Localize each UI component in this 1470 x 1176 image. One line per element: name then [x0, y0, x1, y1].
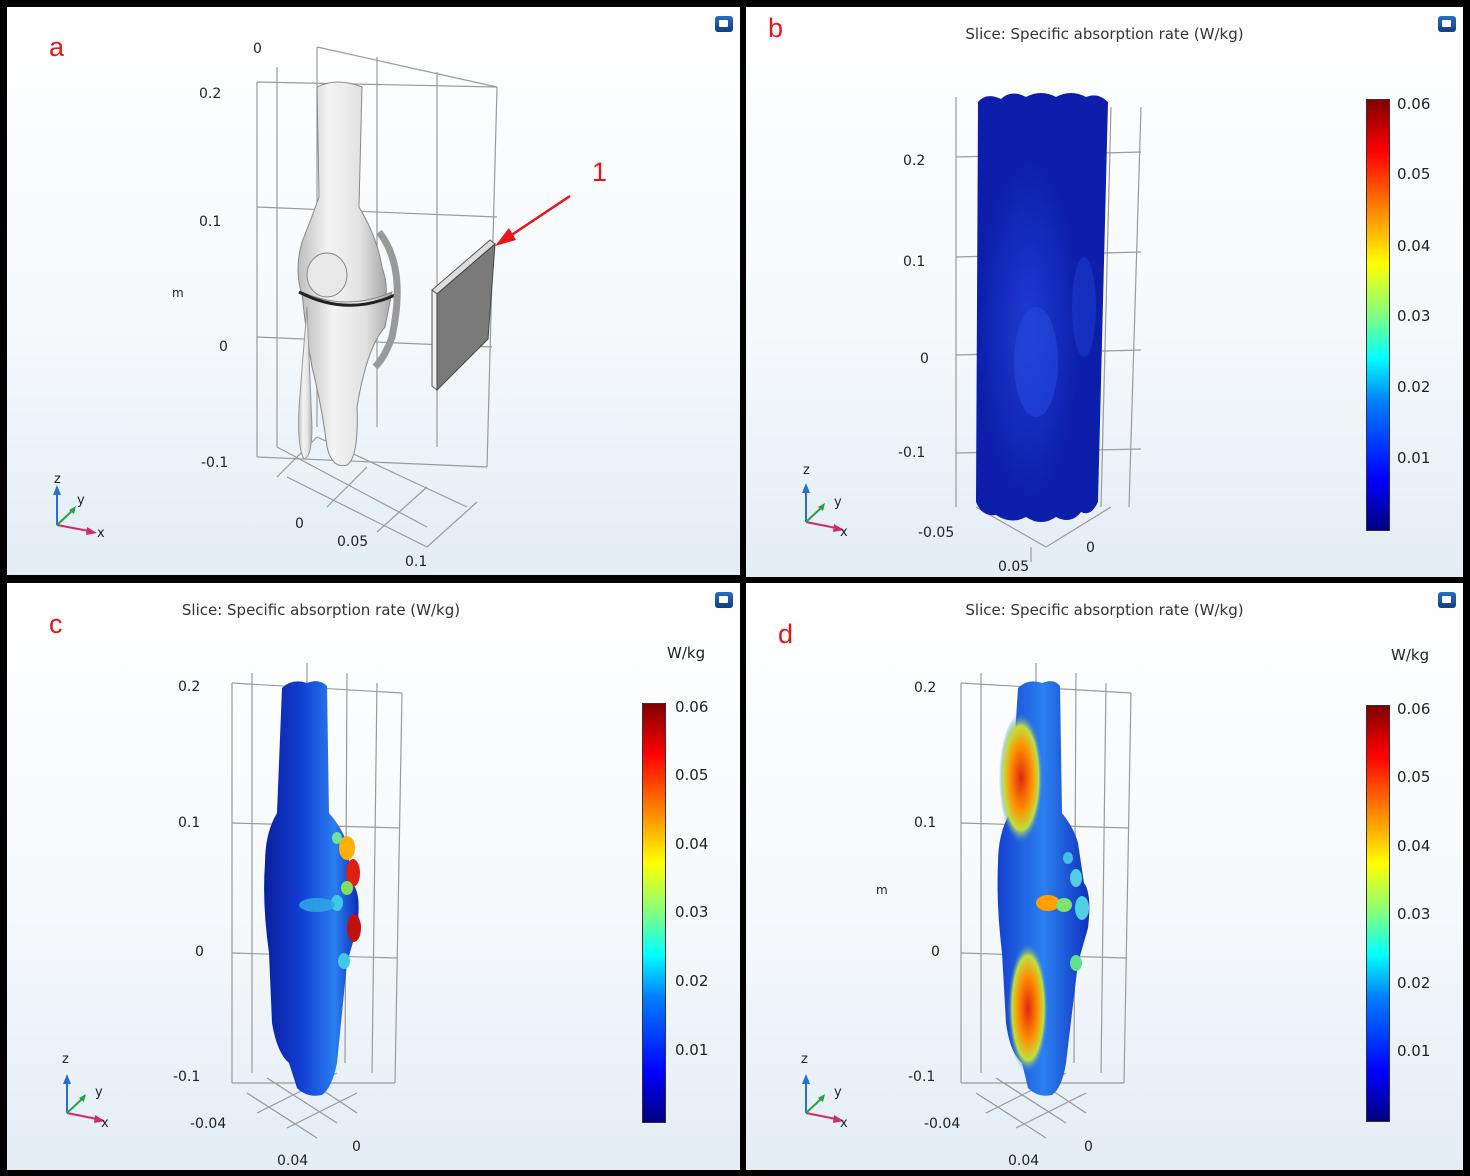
colorbar-tick: 0.05	[1397, 768, 1431, 786]
panel-c-graphic	[63, 663, 403, 1139]
z-tick: -0.1	[201, 455, 229, 471]
y-tick: 0	[1084, 1139, 1093, 1155]
axis-y-label: y	[834, 495, 842, 510]
plot-title: Slice: Specific absorption rate (W/kg)	[965, 601, 1244, 619]
y-tick: 0.1	[405, 554, 428, 570]
top-tick: 0	[253, 41, 262, 57]
y-tick: 0	[295, 516, 304, 532]
z-tick: 0.1	[903, 254, 926, 270]
axis-z-label: z	[803, 463, 810, 478]
axis-triad	[63, 1074, 105, 1123]
colorbar-tick: 0.01	[1397, 1042, 1431, 1060]
z-tick: 0.2	[178, 679, 201, 695]
axis-unit: m	[172, 286, 184, 300]
panel-label: d	[778, 619, 794, 649]
callout-number: 1	[592, 157, 608, 187]
knee-bone-model	[297, 81, 401, 467]
sar-bone-field	[264, 681, 361, 1096]
sar-bone-field	[997, 681, 1090, 1096]
colorbar	[1366, 99, 1390, 531]
y-tick: 0	[1086, 540, 1095, 556]
panel-d-graphic	[802, 663, 1132, 1139]
colorbar-tick: 0.06	[1397, 95, 1431, 113]
view-icon[interactable]	[715, 592, 733, 608]
colorbar-unit: W/kg	[1391, 646, 1430, 664]
axis-x-label: x	[101, 1116, 109, 1131]
y-tick: 0	[352, 1139, 361, 1155]
z-tick: 0.1	[199, 214, 222, 230]
colorbar-tick: 0.02	[1397, 378, 1431, 396]
x-tick: 0.05	[998, 559, 1030, 575]
colorbar	[1366, 705, 1390, 1122]
colorbar-tick: 0.04	[1397, 237, 1431, 255]
x-tick: -0.04	[190, 1116, 227, 1132]
colorbar-tick: 0.05	[1397, 165, 1431, 183]
axis-triad	[802, 483, 844, 532]
view-icon[interactable]	[715, 16, 733, 32]
axis-x-label: x	[840, 1116, 848, 1131]
axis-y-label: y	[77, 493, 85, 508]
colorbar-tick: 0.05	[675, 766, 709, 784]
z-tick: 0	[931, 944, 940, 960]
colorbar-tick: 0.02	[1397, 974, 1431, 992]
panel-b-graphic	[802, 93, 1142, 562]
panel-label: c	[49, 609, 63, 639]
x-tick: -0.04	[924, 1116, 961, 1132]
colorbar-tick: 0.03	[675, 903, 709, 921]
colorbar-tick: 0.03	[1397, 307, 1431, 325]
colorbar	[642, 703, 666, 1123]
colorbar-tick: 0.01	[1397, 449, 1431, 467]
panel-b: b Slice: Specific absorption rate (W/kg)…	[746, 7, 1463, 577]
y-tick: 0.05	[337, 534, 369, 550]
colorbar-tick: 0.04	[1397, 837, 1431, 855]
colorbar-tick: 0.06	[1397, 700, 1431, 718]
z-tick: 0	[195, 944, 204, 960]
colorbar-tick: 0.04	[675, 835, 709, 853]
z-tick: 0.2	[903, 153, 926, 169]
axis-triad	[53, 485, 97, 535]
z-tick: -0.1	[908, 1069, 936, 1085]
axis-x-label: x	[97, 526, 105, 541]
z-tick: 0	[219, 339, 228, 355]
axis-y-label: y	[95, 1085, 103, 1100]
tissue-cylinder	[976, 93, 1108, 522]
colorbar-tick: 0.01	[675, 1041, 709, 1059]
panel-d: d Slice: Specific absorption rate (W/kg)…	[746, 583, 1463, 1170]
antenna-plate	[431, 239, 496, 392]
x-tick: 0.04	[1008, 1153, 1040, 1169]
x-tick: -0.05	[918, 525, 955, 541]
z-tick: -0.1	[898, 445, 926, 461]
z-tick: -0.1	[173, 1069, 201, 1085]
z-tick: 0.2	[914, 680, 937, 696]
axis-y-label: y	[834, 1085, 842, 1100]
axis-z-label: z	[801, 1052, 808, 1067]
z-tick: 0.2	[199, 86, 222, 102]
callout-arrow	[495, 194, 571, 246]
z-tick: 0	[920, 351, 929, 367]
panel-a-graphic	[53, 46, 571, 548]
axis-triad	[802, 1074, 844, 1123]
x-tick: 0.04	[277, 1153, 309, 1169]
view-icon[interactable]	[1438, 16, 1456, 32]
panel-label: a	[49, 32, 65, 62]
panel-label: b	[768, 13, 784, 43]
z-tick: 0.1	[914, 815, 937, 831]
panel-a: a 1 0 0.2 0.1 0 -0.1 m 0 0.05 0.1 z y x	[7, 7, 740, 575]
axis-unit: m	[876, 883, 888, 897]
panel-c: c Slice: Specific absorption rate (W/kg)…	[7, 583, 740, 1170]
view-icon[interactable]	[1438, 592, 1456, 608]
axis-x-label: x	[840, 525, 848, 540]
plot-title: Slice: Specific absorption rate (W/kg)	[965, 25, 1244, 43]
colorbar-tick: 0.06	[675, 698, 709, 716]
z-tick: 0.1	[178, 815, 201, 831]
colorbar-tick: 0.02	[675, 972, 709, 990]
plot-title: Slice: Specific absorption rate (W/kg)	[181, 601, 461, 619]
axis-z-label: z	[62, 1052, 69, 1067]
colorbar-tick: 0.03	[1397, 905, 1431, 923]
axis-z-label: z	[54, 472, 61, 487]
colorbar-unit: W/kg	[667, 644, 706, 662]
